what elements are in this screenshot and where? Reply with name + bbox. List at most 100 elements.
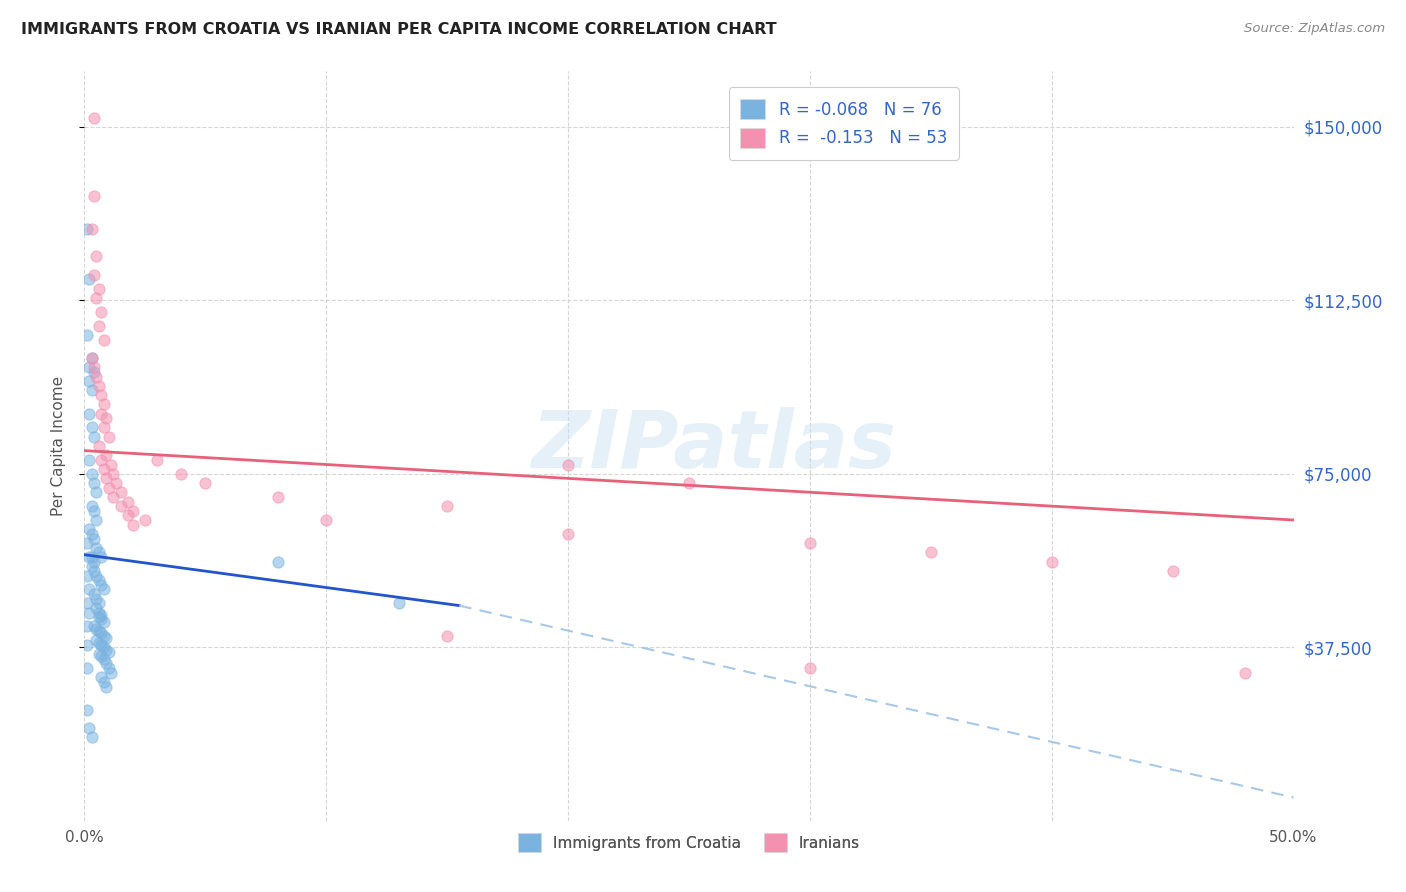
Point [170, 467, 193, 481]
Point [94, 657, 117, 671]
Point [388, 596, 411, 610]
Point [90, 549, 112, 564]
Point [267, 555, 290, 569]
Point [77, 721, 100, 735]
Point [87, 635, 110, 649]
Point [94, 411, 117, 425]
Point [77, 272, 100, 286]
Point [83, 564, 105, 578]
Point [80, 420, 103, 434]
Point [77, 582, 100, 597]
Point [87, 318, 110, 333]
Point [83, 532, 105, 546]
Point [103, 490, 125, 504]
Point [87, 610, 110, 624]
Text: IMMIGRANTS FROM CROATIA VS IRANIAN PER CAPITA INCOME CORRELATION CHART: IMMIGRANTS FROM CROATIA VS IRANIAN PER C… [21, 22, 776, 37]
Point [80, 351, 103, 365]
Point [799, 661, 821, 675]
Point [87, 573, 110, 587]
Point [117, 494, 139, 508]
Point [100, 665, 122, 680]
Point [93, 333, 115, 347]
Point [93, 640, 115, 655]
Point [76, 221, 98, 235]
Text: ZIPatlas: ZIPatlas [530, 407, 896, 485]
Point [94, 642, 117, 657]
Point [90, 305, 112, 319]
Point [90, 607, 112, 622]
Point [146, 453, 169, 467]
Point [93, 615, 115, 629]
Point [86, 633, 108, 648]
Point [83, 430, 105, 444]
Y-axis label: Per Capita Income: Per Capita Income [51, 376, 66, 516]
Point [678, 475, 700, 490]
Point [93, 582, 115, 597]
Point [436, 499, 458, 513]
Point [77, 549, 100, 564]
Point [77, 374, 100, 388]
Point [1234, 665, 1257, 680]
Point [93, 420, 115, 434]
Point [86, 541, 108, 555]
Point [76, 619, 98, 633]
Point [86, 591, 108, 606]
Point [76, 328, 98, 343]
Point [104, 475, 127, 490]
Point [93, 652, 115, 666]
Point [557, 458, 579, 472]
Point [83, 268, 105, 282]
Point [80, 559, 103, 574]
Point [76, 638, 98, 652]
Point [557, 527, 579, 541]
Point [83, 587, 105, 601]
Point [93, 629, 115, 643]
Point [90, 612, 112, 626]
Point [920, 545, 942, 559]
Point [90, 649, 112, 664]
Point [87, 545, 110, 559]
Point [194, 475, 217, 490]
Point [436, 629, 458, 643]
Point [87, 379, 110, 393]
Point [90, 578, 112, 592]
Point [80, 384, 103, 398]
Point [80, 731, 103, 745]
Point [83, 619, 105, 633]
Point [90, 670, 112, 684]
Point [267, 490, 290, 504]
Point [93, 397, 115, 411]
Point [97, 481, 120, 495]
Point [315, 513, 337, 527]
Point [90, 407, 112, 421]
Point [121, 504, 143, 518]
Point [94, 631, 117, 645]
Point [80, 499, 103, 513]
Point [83, 360, 105, 375]
Point [87, 439, 110, 453]
Point [90, 638, 112, 652]
Point [76, 661, 98, 675]
Point [134, 513, 156, 527]
Point [87, 596, 110, 610]
Point [93, 462, 115, 476]
Point [87, 606, 110, 620]
Point [1161, 564, 1184, 578]
Point [86, 568, 108, 582]
Point [86, 513, 108, 527]
Point [76, 536, 98, 550]
Point [77, 522, 100, 536]
Point [86, 600, 108, 615]
Point [110, 485, 132, 500]
Point [117, 508, 139, 523]
Point [94, 448, 117, 462]
Point [94, 680, 117, 694]
Point [97, 645, 120, 659]
Point [110, 499, 132, 513]
Point [799, 536, 821, 550]
Point [77, 606, 100, 620]
Point [80, 549, 103, 564]
Point [90, 388, 112, 402]
Point [86, 622, 108, 636]
Point [90, 453, 112, 467]
